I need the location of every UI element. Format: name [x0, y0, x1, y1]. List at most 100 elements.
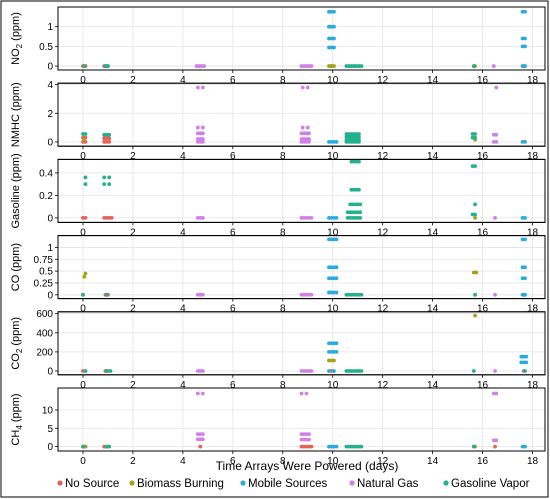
- y-tick-label: 0: [47, 62, 53, 73]
- plot-area: [57, 311, 546, 376]
- data-point: [327, 369, 331, 373]
- plot-frame: [57, 158, 546, 223]
- data-point: [358, 202, 363, 207]
- data-point: [357, 187, 361, 192]
- y-axis-label: CO2 (ppm): [10, 317, 24, 370]
- data-point: [198, 444, 203, 449]
- data-point: [200, 391, 205, 396]
- x-tick-label: 10: [327, 456, 339, 467]
- x-tick-label: 2: [130, 380, 136, 391]
- data-point: [307, 432, 311, 437]
- x-tick-label: 6: [230, 227, 236, 238]
- series-natural-gas: [195, 85, 499, 144]
- x-axis-label: Time Arrays Were Powered (days): [216, 459, 399, 473]
- data-point: [473, 313, 477, 318]
- data-point: [359, 444, 364, 449]
- x-tick-label: 16: [477, 75, 489, 86]
- legend: No Source Biomass Burning Mobile Sources Na…: [57, 478, 530, 490]
- x-tick-label: 6: [230, 380, 236, 391]
- data-point: [83, 369, 88, 373]
- data-point: [334, 349, 339, 354]
- x-tick-label: 12: [377, 151, 389, 162]
- data-point: [107, 136, 112, 141]
- data-point: [81, 444, 85, 449]
- data-point: [334, 216, 339, 220]
- x-tick-label: 14: [427, 456, 439, 467]
- series-natural-gas: [194, 64, 496, 68]
- series-mobile-sources: [327, 444, 527, 449]
- data-point: [83, 132, 88, 136]
- legend-item-gasoline-vapor: Gasoline Vapor: [443, 478, 530, 490]
- legend-item-mobile-sources: Mobile Sources: [240, 478, 328, 490]
- data-point: [473, 135, 477, 140]
- plot-frame: [57, 235, 546, 300]
- y-axis-label: CH4 (ppm): [10, 393, 24, 445]
- data-point: [300, 85, 305, 90]
- x-tick-label: 0: [80, 380, 86, 391]
- x-tick-label: 12: [377, 227, 389, 238]
- y-tick-label: 4: [47, 80, 53, 91]
- y-tick-label: 0: [47, 290, 53, 301]
- x-tick-label: 16: [477, 304, 489, 315]
- y-tick-label: 0.5: [39, 267, 53, 278]
- x-tick-label: 16: [477, 227, 489, 238]
- data-point: [359, 292, 364, 297]
- y-axis-label: CO (ppm): [10, 243, 22, 291]
- x-tick-label: 12: [377, 304, 389, 315]
- series-mobile-sources: [327, 140, 527, 144]
- data-point: [334, 237, 339, 242]
- data-point: [304, 391, 309, 396]
- series-no-source: [81, 216, 114, 220]
- x-tick-label: 8: [280, 456, 286, 467]
- data-point: [200, 137, 205, 141]
- x-tick-label: 8: [280, 75, 286, 86]
- y-axis-label: Gasoline (ppm): [10, 153, 22, 228]
- x-tick-label: 16: [477, 456, 489, 467]
- data-point: [473, 202, 477, 207]
- data-point: [358, 210, 363, 215]
- x-tick-label: 6: [230, 75, 236, 86]
- x-tick-label: 4: [180, 151, 186, 162]
- data-point: [494, 438, 499, 443]
- data-point: [494, 132, 499, 137]
- data-point: [357, 159, 361, 164]
- data-point: [524, 354, 529, 359]
- x-tick-label: 14: [427, 151, 439, 162]
- data-point: [307, 137, 311, 141]
- data-point: [332, 36, 336, 41]
- data-point: [493, 292, 497, 297]
- data-point: [200, 125, 205, 130]
- data-point: [334, 444, 339, 449]
- data-point: [309, 444, 314, 449]
- data-point: [358, 216, 363, 220]
- data-point: [102, 175, 107, 180]
- series-gasoline-vapor: [81, 444, 476, 449]
- data-point: [332, 24, 336, 29]
- data-point: [195, 125, 200, 130]
- series-mobile-sources: [327, 216, 527, 220]
- data-point: [104, 292, 109, 297]
- data-point: [200, 432, 205, 437]
- x-tick-label: 12: [377, 75, 389, 86]
- data-point: [309, 64, 314, 68]
- x-tick-label: 14: [427, 304, 439, 315]
- data-point: [473, 216, 477, 220]
- data-point: [109, 216, 114, 220]
- data-point: [82, 64, 87, 68]
- data-point: [332, 369, 336, 373]
- data-point: [471, 369, 476, 373]
- legend-marker: [349, 480, 355, 486]
- data-point: [82, 274, 87, 279]
- x-tick-label: 4: [180, 304, 186, 315]
- data-point: [357, 140, 361, 144]
- legend-label: Biomass Burning: [137, 478, 224, 490]
- data-point: [107, 175, 112, 180]
- plot-frame: [57, 82, 546, 147]
- data-point: [332, 64, 336, 68]
- series-natural-gas: [195, 216, 497, 220]
- data-point: [200, 437, 205, 442]
- data-point: [494, 391, 499, 396]
- x-tick-label: 0: [80, 456, 86, 467]
